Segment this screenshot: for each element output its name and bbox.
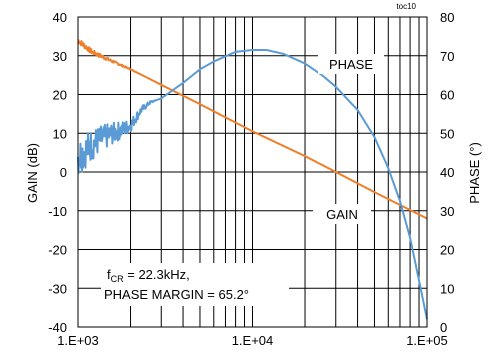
gain-series-label: GAIN	[326, 207, 358, 222]
y-right-tick-label: 70	[440, 49, 454, 64]
y-left-tick-label: 20	[53, 88, 67, 103]
y-left-tick-label: 0	[60, 165, 67, 180]
x-tick-label: 1.E+04	[232, 333, 274, 348]
y-right-tick-label: 10	[440, 281, 454, 296]
y-axis-left-title: GAIN (dB)	[25, 143, 40, 203]
y-right-tick-label: 40	[440, 165, 454, 180]
fcr-symbol: f	[107, 267, 111, 282]
figure-id-label: toc10	[396, 2, 416, 11]
gain-label-box	[313, 204, 371, 224]
fcr-value: = 22.3kHz,	[124, 267, 190, 282]
y-right-tick-label: 0	[440, 320, 447, 335]
y-right-tick-label: 50	[440, 126, 454, 141]
y-right-tick-label: 20	[440, 243, 454, 258]
y-left-tick-label: -10	[48, 204, 67, 219]
fcr-annotation: fCR = 22.3kHz,	[107, 267, 190, 284]
series-layer	[77, 39, 428, 320]
y-left-tick-label: 30	[53, 49, 67, 64]
phase-series-label: PHASE	[329, 57, 373, 72]
y-left-tick-label: 40	[53, 10, 67, 25]
phase-label-box	[318, 54, 384, 74]
plot-frame	[77, 16, 428, 328]
y-right-tick-label: 80	[440, 10, 454, 25]
phase-margin-annotation: PHASE MARGIN = 65.2°	[104, 287, 249, 302]
annotation-box	[101, 263, 289, 306]
right-tick-labels: 80 70 60 50 40 30 20 10 0	[440, 10, 454, 335]
y-left-tick-label: -40	[48, 320, 67, 335]
x-tick-labels: 1.E+03 1.E+04 1.E+05	[57, 333, 448, 348]
fcr-subscript: CR	[111, 274, 124, 284]
left-tick-labels: 40 30 20 10 0 -10 -20 -30 -40	[48, 10, 67, 335]
gain-series-line	[77, 39, 428, 220]
phase-series-line	[77, 48, 428, 320]
y-left-tick-label: -30	[48, 281, 67, 296]
y-left-tick-label: 10	[53, 126, 67, 141]
x-tick-label: 1.E+03	[57, 333, 99, 348]
y-right-tick-label: 30	[440, 204, 454, 219]
x-tick-label: 1.E+05	[406, 333, 448, 348]
y-left-tick-label: -20	[48, 243, 67, 258]
y-right-tick-label: 60	[440, 88, 454, 103]
y-axis-right-title: PHASE (°)	[467, 142, 482, 204]
